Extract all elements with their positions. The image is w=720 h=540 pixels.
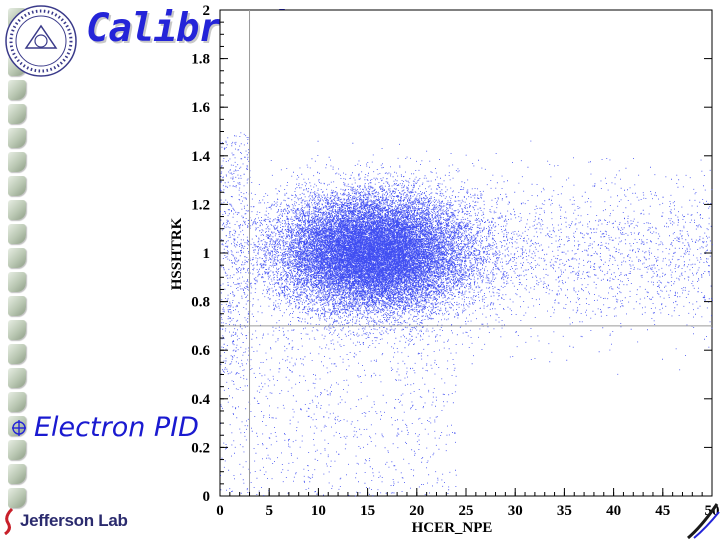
x-tick-label: 15	[360, 503, 375, 519]
x-tick-label: 10	[311, 503, 326, 519]
corner-swoosh-icon	[687, 503, 720, 540]
y-tick-label: 1	[203, 246, 211, 262]
strip-block	[8, 392, 26, 412]
y-tick-label: 0.6	[191, 343, 210, 359]
strip-block	[8, 464, 26, 484]
plot-frame	[219, 9, 713, 497]
university-seal-icon	[5, 5, 77, 77]
x-tick-label: 0	[216, 503, 224, 519]
strip-block	[8, 416, 26, 436]
x-tick-label: 30	[508, 503, 523, 519]
strip-block	[8, 368, 26, 388]
strip-block	[8, 152, 26, 172]
plot-border	[219, 9, 713, 497]
y-tick-label: 0.2	[191, 440, 210, 456]
strip-block	[8, 128, 26, 148]
y-tick-label: 1.4	[191, 149, 210, 165]
scatter-points	[220, 132, 713, 497]
jefferson-lab-text: Jefferson Lab	[20, 511, 128, 530]
y-tick-label: 1.2	[191, 197, 210, 213]
y-tick-label: 1.6	[191, 100, 210, 116]
bullet-item: Electron PID	[10, 412, 199, 443]
y-tick-label: 0.4	[191, 392, 210, 408]
x-axis-label: HCER_NPE	[412, 520, 493, 536]
x-tick-label: 20	[409, 503, 424, 519]
strip-block	[8, 344, 26, 364]
strip-block	[8, 248, 26, 268]
y-axis-ticks: 0 0.2 0.4 0.6 0.8 1 1.2 1.4 1.6 1.8 2	[191, 3, 712, 505]
x-tick-label: 25	[459, 503, 474, 519]
x-tick-label: 5	[265, 503, 273, 519]
y-tick-label: 0	[203, 489, 211, 505]
scatter-chart: 0 5 10 15 20 25 30 35 40 45 50 00.20.40.60.811.21.…	[169, 3, 720, 536]
strip-block	[8, 440, 26, 460]
scatter-point-cloud	[220, 132, 713, 497]
strip-block	[8, 104, 26, 124]
x-tick-label: 45	[655, 503, 670, 519]
y-axis-label: HSSHTRK	[169, 217, 185, 290]
y-tick-label: 1.8	[191, 52, 210, 68]
jefferson-lab-logo: Jefferson Lab	[2, 507, 128, 535]
strip-block	[8, 320, 26, 340]
decorative-side-strip	[0, 0, 36, 510]
strip-block	[8, 80, 26, 100]
x-axis-ticks: 0 5 10 15 20 25 30 35 40 45 50	[216, 488, 720, 519]
strip-block	[8, 200, 26, 220]
circle-cross-icon	[12, 419, 26, 436]
strip-block	[8, 488, 26, 508]
x-tick-label: 35	[557, 503, 572, 519]
strip-block	[8, 224, 26, 244]
cut-lines	[220, 10, 712, 496]
y-tick-label: 2	[203, 3, 211, 19]
strip-block	[8, 296, 26, 316]
jlab-swoosh-icon	[4, 507, 14, 535]
strip-block	[8, 176, 26, 196]
y-tick-label: 0.8	[191, 295, 210, 311]
bullet-text: Electron PID	[34, 412, 199, 443]
x-tick-label: 40	[606, 503, 621, 519]
strip-block	[8, 272, 26, 292]
